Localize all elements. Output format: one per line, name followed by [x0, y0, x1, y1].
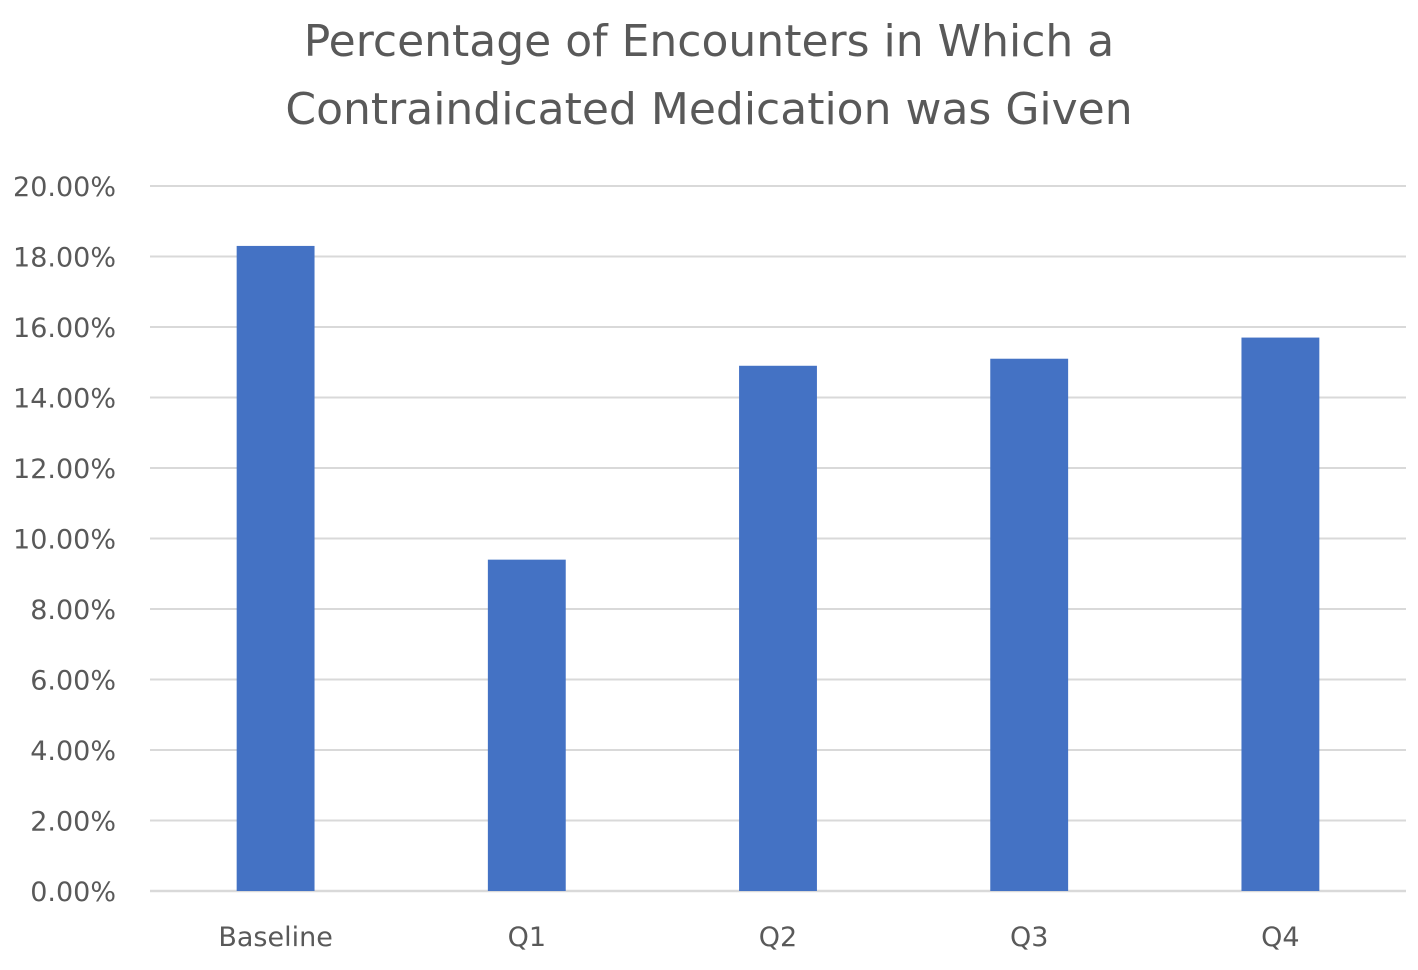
y-tick-label: 20.00% — [13, 172, 116, 203]
bar-q3 — [990, 358, 1069, 892]
x-category-label: Q1 — [508, 922, 546, 953]
x-category-label: Q3 — [1010, 922, 1048, 953]
y-tick-label: 8.00% — [30, 595, 116, 626]
y-axis-tick-labels: 0.00% 2.00% 4.00% 6.00% 8.00% 10.00% 12.00% 14.… — [13, 172, 116, 908]
x-category-label: Baseline — [218, 922, 332, 953]
y-tick-label: 2.00% — [30, 807, 116, 838]
bars — [236, 245, 1320, 892]
x-category-label: Q2 — [759, 922, 797, 953]
x-axis-category-labels: Baseline Q1 Q2 Q3 Q4 — [218, 922, 1299, 953]
bar-baseline — [236, 245, 315, 892]
chart-title: Percentage of Encounters in Which a Cont… — [0, 8, 1418, 144]
chart-title-line-1: Percentage of Encounters in Which a — [303, 16, 1115, 67]
y-tick-label: 16.00% — [13, 313, 116, 344]
chart-title-line-2: Contraindicated Medication was Given — [285, 84, 1133, 135]
y-tick-label: 14.00% — [13, 384, 116, 415]
y-tick-label: 0.00% — [30, 877, 116, 908]
bar-q4 — [1241, 337, 1320, 891]
bar-q1 — [487, 559, 566, 891]
y-tick-label: 10.00% — [13, 525, 116, 556]
bar-q2 — [739, 365, 817, 891]
y-tick-label: 6.00% — [30, 666, 116, 697]
y-tick-label: 12.00% — [13, 454, 116, 485]
y-tick-label: 18.00% — [13, 243, 116, 274]
x-category-label: Q4 — [1261, 922, 1299, 953]
y-tick-label: 4.00% — [30, 736, 116, 767]
